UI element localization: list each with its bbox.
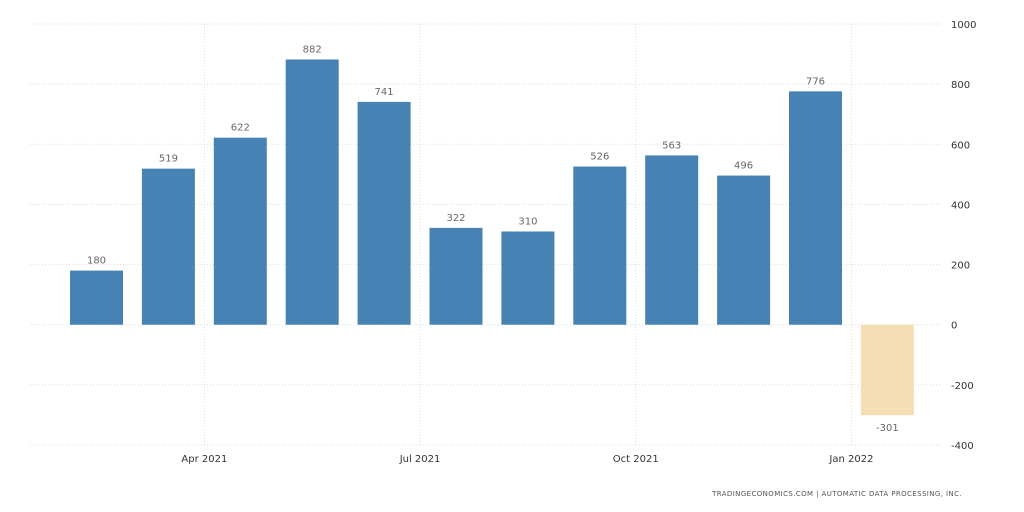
data-label-5: 741 [375, 87, 394, 98]
data-label-12: -301 [876, 423, 899, 434]
y-tick-label: 1000 [951, 20, 976, 31]
source-credit: TRADINGECONOMICS.COM | AUTOMATIC DATA PR… [712, 490, 962, 498]
bar-3 [213, 137, 267, 325]
bars-group [70, 59, 914, 416]
data-label-8: 526 [590, 152, 609, 163]
data-label-3: 622 [231, 123, 250, 134]
y-tick-label: 200 [951, 261, 970, 272]
data-label-10: 496 [734, 161, 753, 172]
data-label-1: 180 [87, 256, 106, 267]
bar-1 [70, 270, 123, 325]
x-tick-label: Jan 2022 [828, 454, 873, 465]
bar-2 [141, 168, 195, 325]
data-label-6: 322 [446, 213, 465, 224]
data-labels-group: 180 519 622 882 741 322 310 526 563 496 776 -301 [87, 44, 899, 434]
x-axis: Apr 2021 Jul 2021 Oct 2021 Jan 2022 [181, 454, 873, 465]
x-tick-label: Jul 2021 [399, 454, 441, 465]
bar-8 [573, 166, 627, 325]
bar-5 [357, 101, 411, 325]
y-tick-label: 800 [951, 80, 970, 91]
x-tick-label: Oct 2021 [613, 454, 659, 465]
bar-7 [501, 231, 555, 325]
data-label-7: 310 [518, 216, 537, 227]
data-label-9: 563 [662, 140, 681, 151]
y-tick-label: -200 [951, 381, 974, 392]
data-label-4: 882 [303, 44, 322, 55]
x-tick-label: Apr 2021 [181, 454, 227, 465]
bar-9 [645, 155, 699, 325]
bar-4 [285, 59, 339, 325]
bar-10 [717, 175, 771, 325]
bar-11 [789, 91, 842, 325]
bar-12 [860, 324, 914, 416]
data-label-11: 776 [806, 76, 825, 87]
data-label-2: 519 [159, 154, 178, 165]
y-tick-label: 400 [951, 200, 970, 211]
y-tick-label: 600 [951, 140, 970, 151]
y-axis: 1000 800 600 400 200 0 -200 -400 [951, 20, 976, 452]
bar-6 [429, 227, 483, 325]
y-tick-label: -400 [951, 441, 974, 452]
grid-lines [30, 23, 940, 446]
y-tick-label: 0 [951, 321, 957, 332]
